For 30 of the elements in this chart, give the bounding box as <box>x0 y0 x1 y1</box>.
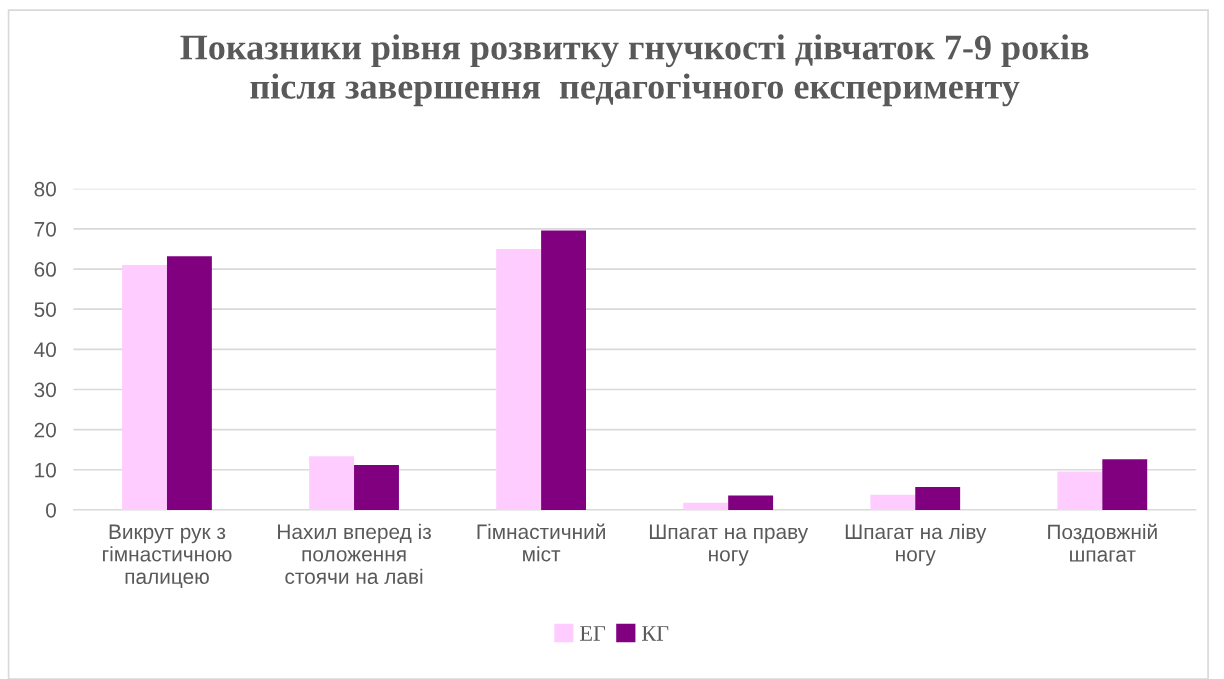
bar <box>354 464 399 510</box>
y-tick-label: 30 <box>34 382 56 398</box>
y-tick-label: 50 <box>34 302 56 317</box>
x-tick-label: Викрут рук з гімнастичною палицею <box>103 524 232 588</box>
bar <box>728 495 774 510</box>
legend-label: ЕГ <box>580 626 606 641</box>
chart-title: Показники рівня розвитку гнучкості дівчаток 7-9 років після завершення педагогічного експерименту <box>180 34 1089 107</box>
y-tick-label: 0 <box>46 502 56 518</box>
bar <box>496 248 542 510</box>
bar <box>915 487 961 510</box>
x-tick-label: Шпагат на праву ногу <box>649 524 809 566</box>
legend-label: КГ <box>642 626 669 641</box>
bar <box>683 502 729 510</box>
y-tick-label: 70 <box>34 221 56 237</box>
y-tick-label: 80 <box>34 181 56 197</box>
bar <box>1057 471 1103 510</box>
bar <box>870 494 916 510</box>
bar <box>122 265 167 510</box>
bar <box>541 230 587 510</box>
y-tick-label: 60 <box>34 262 56 277</box>
x-tick-label: Гімнастичний міст <box>477 523 605 562</box>
bar <box>309 456 355 510</box>
x-tick-label: Шпагат на ліву ногу <box>845 523 987 566</box>
x-tick-label: Поздовжній шпагат <box>1048 523 1157 562</box>
bar <box>1102 459 1148 510</box>
y-tick-label: 10 <box>35 462 56 478</box>
x-tick-label: Нахил вперед із положення стоячи на лаві <box>278 523 431 584</box>
y-tick-label: 40 <box>34 342 56 358</box>
y-tick-label: 20 <box>34 422 56 438</box>
bar <box>166 256 212 510</box>
